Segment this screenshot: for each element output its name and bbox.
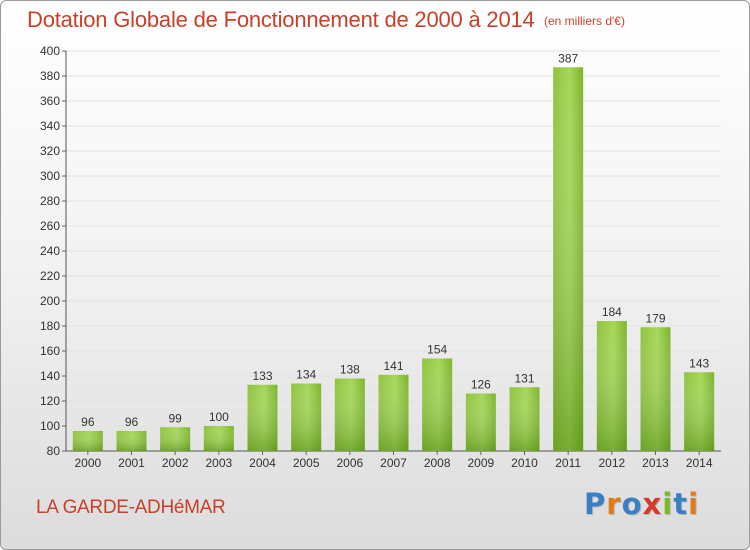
logo-letter: x <box>642 487 663 521</box>
bar-shade <box>465 393 496 451</box>
bar-shade <box>684 372 715 451</box>
bar-shade <box>291 383 322 451</box>
bar-value-label: 141 <box>383 359 403 373</box>
y-tick-label: 100 <box>40 419 60 433</box>
bar-value-label: 387 <box>558 51 578 65</box>
bar-shade <box>596 321 627 451</box>
bar-value-label: 100 <box>209 410 229 424</box>
bar-value-label: 99 <box>168 411 182 425</box>
y-tick-label: 360 <box>40 94 60 108</box>
bar-value-label: 96 <box>81 415 95 429</box>
label-layer: 96 2000 96 2001 99 2002 100 2003 133 2004 134 2005 1… <box>74 51 712 470</box>
logo-letter: r <box>606 487 622 521</box>
bar-shade <box>334 378 365 451</box>
y-tick-label: 380 <box>40 69 60 83</box>
x-tick-label: 2004 <box>249 456 276 470</box>
chart-title: Dotation Globale de Fonctionnement de 20… <box>27 7 535 32</box>
bar-value-label: 154 <box>427 343 447 357</box>
bar-shade <box>640 327 671 451</box>
bar-value-label: 131 <box>514 371 534 385</box>
x-tick-label: 2009 <box>467 456 494 470</box>
y-tick-label: 160 <box>40 344 60 358</box>
y-tick-label: 220 <box>40 269 60 283</box>
x-tick-label: 2006 <box>336 456 363 470</box>
bar-value-label: 179 <box>645 311 665 325</box>
bar-layer <box>72 67 715 451</box>
bar-value-label: 96 <box>125 415 139 429</box>
x-tick-label: 2011 <box>555 456 581 470</box>
x-tick-label: 2003 <box>205 456 232 470</box>
bar-shade <box>509 387 540 451</box>
x-tick-label: 2005 <box>293 456 320 470</box>
y-tick-label: 240 <box>40 244 60 258</box>
bar-value-label: 133 <box>252 369 272 383</box>
logo-letter: P <box>584 487 607 521</box>
logo-letter: t <box>673 487 689 521</box>
bar-value-label: 138 <box>340 363 360 377</box>
y-tick-label: 340 <box>40 119 60 133</box>
bar-value-label: 184 <box>602 305 622 319</box>
x-tick-label: 2014 <box>686 456 713 470</box>
chart-unit: (en milliers d'€) <box>544 14 625 28</box>
bar-shade <box>160 427 191 451</box>
y-tick-label: 260 <box>40 219 60 233</box>
x-tick-label: 2000 <box>74 456 101 470</box>
y-tick-label: 400 <box>40 44 60 58</box>
y-tick-label: 140 <box>40 369 60 383</box>
x-tick-label: 2008 <box>424 456 451 470</box>
x-tick-label: 2013 <box>642 456 669 470</box>
bar-shade <box>422 358 453 451</box>
logo-letter: o <box>621 487 643 521</box>
y-tick-label: 320 <box>40 144 60 158</box>
x-tick-label: 2010 <box>511 456 538 470</box>
y-tick-label: 280 <box>40 194 60 208</box>
y-tick-label: 300 <box>40 169 60 183</box>
bar-shade <box>203 426 234 451</box>
y-tick-label: 80 <box>47 444 61 458</box>
y-tick-label: 120 <box>40 394 60 408</box>
bar-shade <box>553 67 584 451</box>
bar-shade <box>378 374 409 451</box>
bar-value-label: 134 <box>296 368 316 382</box>
bar-value-label: 143 <box>689 356 709 370</box>
x-tick-label: 2012 <box>598 456 625 470</box>
bar-value-label: 126 <box>471 378 491 392</box>
bar-shade <box>72 431 103 451</box>
x-tick-label: 2002 <box>162 456 189 470</box>
logo-letter: i <box>688 487 700 521</box>
bar-shade <box>247 384 278 451</box>
proxiti-logo[interactable]: Proxiti <box>584 487 699 521</box>
x-tick-label: 2007 <box>380 456 407 470</box>
bar-shade <box>116 431 147 451</box>
x-tick-label: 2001 <box>118 456 145 470</box>
commune-name: LA GARDE-ADHéMAR <box>36 497 226 518</box>
y-tick-label: 200 <box>40 294 60 308</box>
logo-letter: i <box>662 487 674 521</box>
y-tick-label: 180 <box>40 319 60 333</box>
